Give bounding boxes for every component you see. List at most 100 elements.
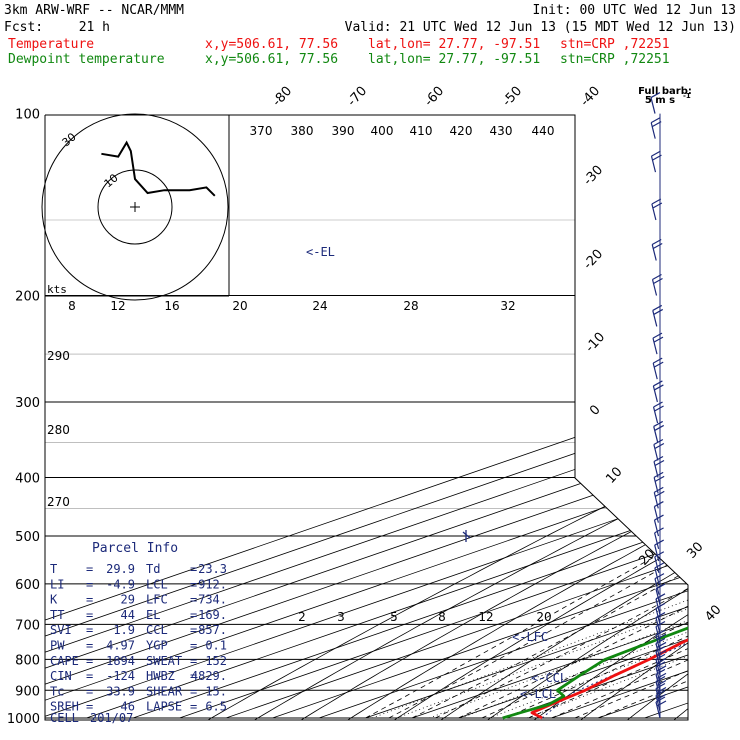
parcel-row-value-2: 912. bbox=[198, 577, 227, 591]
parcel-row-value-2: 734. bbox=[198, 593, 227, 607]
dry-adiabat-line bbox=[188, 126, 688, 720]
theta-label: 430 bbox=[490, 124, 513, 138]
header: 3km ARW-WRF -- NCAR/MMM Init: 00 UTC Wed… bbox=[4, 3, 736, 67]
parcel-cell-label: CELL bbox=[50, 711, 79, 725]
parcel-row-eq-2: = bbox=[190, 608, 197, 622]
valid-time: Valid: 21 UTC Wed 12 Jun 13 (15 MDT Wed … bbox=[345, 20, 736, 35]
upper-scale-label: 32 bbox=[500, 299, 515, 313]
lcl-marker: <-LCL bbox=[520, 687, 556, 701]
wind-barb-flag bbox=[653, 361, 664, 368]
parcel-row-value-1: -124 bbox=[106, 669, 135, 683]
parcel-row-value-2: 23.3 bbox=[198, 562, 227, 576]
wind-barb-staff bbox=[655, 588, 661, 606]
parcel-row-label-1: K bbox=[50, 593, 58, 607]
isotherm-label: -30 bbox=[581, 163, 606, 189]
dry-adiabat-line bbox=[613, 126, 688, 720]
hodograph-trace bbox=[101, 140, 216, 197]
wind-barb-flag bbox=[653, 277, 663, 285]
wind-barb-staff bbox=[651, 203, 657, 221]
wind-barb-flag bbox=[653, 439, 664, 446]
parcel-row-label-1: SREH bbox=[50, 700, 79, 714]
temperature-xy: x,y=506.61, 77.56 bbox=[205, 37, 338, 52]
theta-label: 420 bbox=[450, 124, 473, 138]
dry-adiabat-label: 290 bbox=[47, 349, 70, 363]
pressure-label: 400 bbox=[15, 472, 40, 487]
dry-adiabat-line bbox=[708, 126, 740, 730]
wind-barb-staff bbox=[654, 544, 660, 562]
wind-barb-staff bbox=[653, 492, 659, 509]
parcel-ascent-line bbox=[541, 250, 688, 719]
parcel-row-eq-1: = bbox=[86, 654, 93, 668]
pressure-label: 1000 bbox=[7, 712, 40, 727]
wind-barb-flag bbox=[654, 539, 664, 546]
wind-barb-staff bbox=[655, 651, 661, 668]
wind-barb-staff bbox=[650, 122, 656, 139]
wind-barb-flag bbox=[654, 562, 665, 569]
parcel-cell-value: 201/07 bbox=[90, 711, 133, 725]
parcel-row-label-2: CCL bbox=[146, 623, 168, 637]
wind-barb-staff bbox=[653, 426, 659, 443]
isotherm-line bbox=[132, 115, 688, 719]
wind-barb-staff bbox=[655, 608, 661, 625]
parcel-row-label-2: YGP bbox=[146, 639, 168, 653]
parcel-row-label-1: LI bbox=[50, 577, 64, 591]
wind-barb-staff bbox=[655, 688, 661, 705]
wind-barb-flag bbox=[654, 424, 665, 431]
temperature-legend: Temperature bbox=[8, 37, 94, 52]
wind-barb-staff bbox=[655, 695, 661, 712]
parcel-row-label-1: CIN bbox=[50, 669, 72, 683]
parcel-row-value-2: 15. bbox=[205, 684, 227, 698]
moist-adiabat-line bbox=[365, 295, 688, 719]
pressure-label: 800 bbox=[15, 653, 40, 668]
temperature-station: stn=CRP ,72251 bbox=[560, 37, 670, 52]
dry-adiabat-label: 280 bbox=[47, 423, 70, 437]
parcel-row-value-1: 46 bbox=[121, 700, 135, 714]
parcel-row-value-1: 1894 bbox=[106, 654, 135, 668]
barb-key-exponent: -1 bbox=[683, 92, 691, 100]
dry-adiabat-label: 270 bbox=[47, 495, 70, 509]
barb-key-title: Full barb: bbox=[638, 86, 692, 97]
wind-barb-flag bbox=[654, 501, 664, 508]
wind-barb-flag bbox=[652, 332, 663, 339]
wind-barb-flag bbox=[654, 443, 665, 450]
wind-barbs bbox=[650, 92, 667, 719]
wind-barb-flag bbox=[650, 92, 661, 99]
parcel-row-value-2: 152 bbox=[205, 654, 227, 668]
parcel-row-eq-1: = bbox=[86, 562, 93, 576]
dewpoint-xy: x,y=506.61, 77.56 bbox=[205, 52, 338, 67]
isotherm-line bbox=[45, 115, 688, 719]
hodograph-ring-label-30: 30 bbox=[60, 130, 79, 149]
isotherm-label: 10 bbox=[603, 464, 625, 486]
wind-barb-flag bbox=[653, 486, 664, 493]
level-markers: <-EL <-LFC <-CCL <-LCL bbox=[306, 245, 567, 701]
wind-barb-flag bbox=[654, 405, 664, 412]
parcel-row-eq-2: = bbox=[190, 577, 197, 591]
parcel-row-value-2: 857. bbox=[198, 623, 227, 637]
barb-key-value: 5 m s bbox=[645, 95, 675, 106]
lfc-marker: <-LFC bbox=[512, 630, 548, 644]
moist-adiabat-line bbox=[551, 295, 688, 719]
isotherm-label: 40 bbox=[702, 602, 724, 624]
wind-barb-staff bbox=[652, 362, 658, 380]
dry-adiabat-line bbox=[660, 126, 688, 720]
wind-barb-flag bbox=[652, 242, 663, 249]
isotherm-label: -60 bbox=[422, 84, 447, 110]
isotherm-line bbox=[45, 115, 688, 719]
upper-scale-label: 8 bbox=[68, 299, 76, 313]
parcel-row-label-2: EL bbox=[146, 608, 160, 622]
moist-adiabat-line bbox=[388, 295, 688, 719]
wind-barb-flag bbox=[653, 471, 664, 478]
pressure-label: 900 bbox=[15, 684, 40, 699]
pressure-label: 700 bbox=[15, 618, 40, 633]
isotherm-line bbox=[504, 115, 688, 719]
parcel-row-label-1: CAPE bbox=[50, 654, 79, 668]
theta-label: 370 bbox=[250, 124, 273, 138]
parcel-row-label-2: SHEAR bbox=[146, 684, 183, 698]
parcel-row-eq-1: = bbox=[86, 669, 93, 683]
mixing-ratio-label: 2 bbox=[298, 610, 306, 624]
parcel-row-label-2: HWBZ bbox=[146, 669, 175, 683]
pressure-label: 500 bbox=[15, 530, 40, 545]
parcel-row-value-1: 29.9 bbox=[106, 562, 135, 576]
dry-adiabat-line bbox=[424, 126, 688, 720]
